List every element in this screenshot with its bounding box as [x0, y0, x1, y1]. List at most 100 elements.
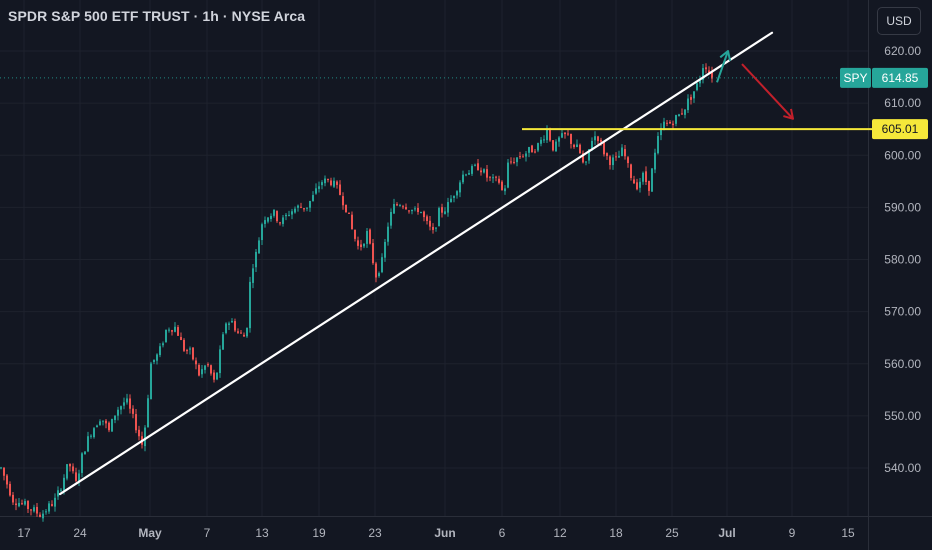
- candle-body: [624, 149, 626, 157]
- x-tick-label: 18: [609, 526, 623, 540]
- chart-title: SPDR S&P 500 ETF TRUST · 1h · NYSE Arca: [8, 8, 306, 24]
- candle-body: [426, 216, 428, 222]
- candle-body: [75, 472, 77, 481]
- candle-body: [657, 136, 659, 154]
- candle-body: [303, 208, 305, 210]
- candle-body: [48, 503, 50, 512]
- arrow-up: [716, 50, 729, 83]
- candle-body: [165, 329, 167, 343]
- candle-body: [51, 504, 53, 506]
- candle-body: [261, 224, 263, 241]
- candle-body: [651, 168, 653, 192]
- candle-body: [654, 152, 656, 170]
- candle-body: [546, 128, 548, 141]
- candle-body: [36, 506, 38, 514]
- candle-body: [414, 208, 416, 210]
- candle-body: [384, 241, 386, 258]
- candle-body: [66, 464, 68, 479]
- candle-body: [57, 490, 59, 497]
- candle-body: [459, 182, 461, 193]
- candle-body: [570, 133, 572, 144]
- candle-body: [171, 330, 173, 332]
- candle-body: [180, 336, 182, 341]
- candle-body: [696, 83, 698, 91]
- candle-body: [396, 204, 398, 206]
- candle-body: [282, 217, 284, 224]
- candle-body: [45, 511, 47, 513]
- candle-body: [267, 217, 269, 222]
- candle-body: [72, 466, 74, 472]
- candle-body: [363, 243, 365, 247]
- candle-body: [111, 419, 113, 432]
- y-tick-label: 540.00: [884, 461, 921, 475]
- currency-button[interactable]: USD: [877, 7, 921, 35]
- candle-body: [294, 208, 296, 213]
- candle-body: [24, 501, 26, 505]
- candle-body: [276, 211, 278, 222]
- candle-body: [486, 169, 488, 178]
- candle-body: [354, 229, 356, 239]
- candle-body: [588, 149, 590, 161]
- x-tick-label: 15: [841, 526, 855, 540]
- candle-body: [627, 157, 629, 164]
- x-tick-label: 7: [204, 526, 211, 540]
- x-tick-label: 23: [368, 526, 382, 540]
- candle-body: [279, 222, 281, 224]
- candle-body: [597, 136, 599, 142]
- candle-body: [123, 402, 125, 406]
- candle-body: [243, 334, 245, 337]
- y-tick-label: 550.00: [884, 409, 921, 423]
- candle-body: [561, 133, 563, 138]
- candle-body: [663, 121, 665, 130]
- x-tick-label: 9: [789, 526, 796, 540]
- candle-body: [93, 428, 95, 438]
- candle-body: [330, 180, 332, 186]
- support-price-badge: [872, 119, 928, 140]
- candle-body: [120, 406, 122, 410]
- x-tick-label: Jul: [718, 526, 735, 540]
- candle-body: [705, 67, 707, 70]
- candle-body: [399, 205, 401, 207]
- candle-body: [198, 364, 200, 376]
- candle-body: [87, 436, 89, 452]
- candle-body: [222, 334, 224, 350]
- candle-body: [189, 348, 191, 350]
- candle-body: [516, 157, 518, 163]
- candle-body: [501, 181, 503, 191]
- candle-body: [642, 172, 644, 182]
- candle-body: [573, 144, 575, 148]
- candle-body: [150, 363, 152, 400]
- candle-body: [612, 157, 614, 166]
- candle-body: [264, 220, 266, 224]
- candle-body: [357, 240, 359, 246]
- candle-body: [18, 502, 20, 507]
- candle-body: [366, 231, 368, 244]
- candle-body: [3, 467, 5, 476]
- candle-body: [456, 191, 458, 196]
- candle-body: [27, 500, 29, 509]
- candle-body: [531, 145, 533, 153]
- candle-body: [129, 398, 131, 409]
- y-tick-label: 580.00: [884, 253, 921, 267]
- candle-body: [348, 212, 350, 214]
- candle-body: [618, 155, 620, 158]
- candle-body: [168, 329, 170, 331]
- y-tick-label: 570.00: [884, 305, 921, 319]
- candle-body: [648, 180, 650, 191]
- candle-body: [432, 226, 434, 230]
- candle-body: [630, 164, 632, 178]
- candle-body: [147, 398, 149, 428]
- candle-body: [99, 421, 101, 426]
- candle-body: [477, 163, 479, 171]
- candle-body: [576, 144, 578, 148]
- candle-body: [177, 327, 179, 336]
- x-tick-label: 13: [255, 526, 269, 540]
- candle-body: [690, 97, 692, 100]
- candle-body: [270, 215, 272, 219]
- candle-body: [321, 182, 323, 186]
- candle-body: [324, 178, 326, 184]
- candle-body: [351, 214, 353, 230]
- candle-body: [249, 281, 251, 329]
- candle-body: [420, 212, 422, 214]
